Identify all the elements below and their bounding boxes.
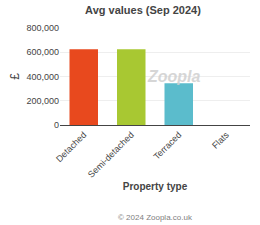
- svg-text:Avg values (Sep 2024): Avg values (Sep 2024): [85, 4, 201, 16]
- svg-text:Zoopla: Zoopla: [147, 68, 201, 85]
- svg-text:Detached: Detached: [54, 130, 88, 164]
- svg-text:0: 0: [54, 120, 59, 130]
- svg-text:800,000: 800,000: [26, 23, 59, 33]
- svg-text:Semi-detached: Semi-detached: [86, 130, 136, 180]
- svg-text:200,000: 200,000: [26, 96, 59, 106]
- svg-text:600,000: 600,000: [26, 47, 59, 57]
- svg-text:400,000: 400,000: [26, 72, 59, 82]
- svg-text:£: £: [8, 73, 22, 80]
- svg-text:Terraced: Terraced: [152, 130, 184, 162]
- svg-text:Flats: Flats: [210, 129, 231, 150]
- svg-text:© 2024 Zoopla.co.uk: © 2024 Zoopla.co.uk: [118, 213, 193, 222]
- svg-text:Property type: Property type: [123, 181, 188, 192]
